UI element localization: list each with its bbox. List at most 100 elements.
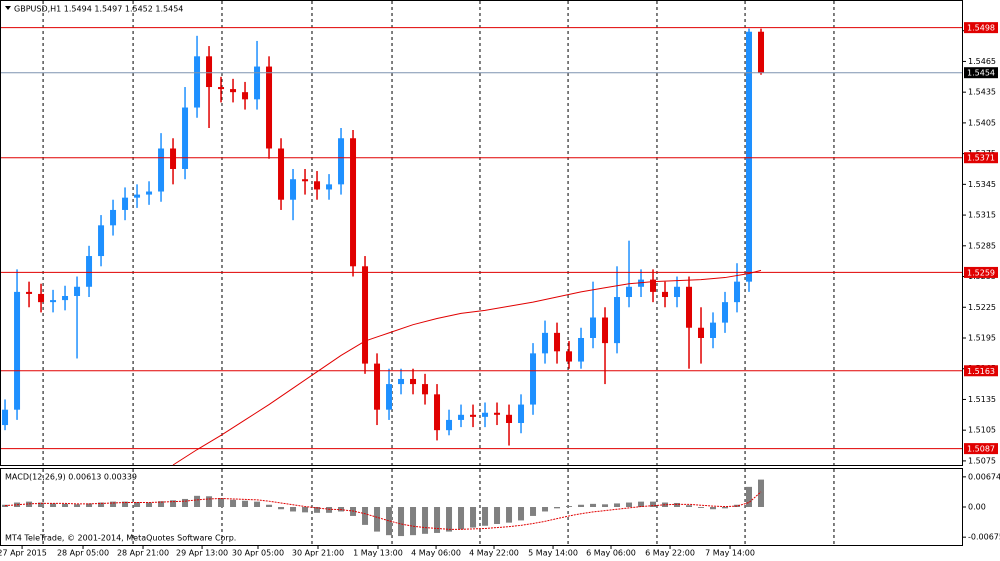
y-tick-label: 0.00: [968, 503, 986, 512]
candle-body: [446, 419, 453, 431]
macd-bar: [494, 507, 501, 524]
x-tick-label: 27 Apr 2015: [0, 549, 47, 558]
candle-body: [254, 66, 261, 100]
candle-body: [86, 256, 93, 287]
candle-body: [638, 279, 645, 287]
candle-body: [326, 184, 333, 190]
candle-body: [314, 181, 321, 190]
macd-bar: [602, 504, 609, 507]
candle-body: [206, 56, 213, 88]
price-level-box: [964, 365, 998, 377]
candle-body: [554, 332, 561, 352]
y-tick-label: 0.00674: [968, 472, 1000, 481]
macd-bar: [650, 501, 657, 507]
candle-body: [362, 266, 369, 364]
macd-bar: [710, 507, 717, 510]
candle-body: [398, 378, 405, 385]
macd-bar: [314, 507, 321, 513]
macd-bar: [38, 502, 45, 507]
macd-bar: [230, 499, 237, 507]
chart-title: GBPUSD,H1 1.5494 1.5497 1.5452 1.5454: [14, 5, 183, 14]
candle-body: [122, 197, 129, 210]
price-level-label: 1.5498: [967, 24, 995, 33]
candle-body: [746, 31, 753, 282]
candle-body: [50, 300, 57, 303]
macd-bar: [326, 507, 333, 513]
y-tick-label: 1.5195: [968, 333, 996, 342]
candle-body: [2, 409, 9, 426]
macd-bar: [134, 502, 141, 507]
macd-bar: [266, 504, 273, 507]
y-tick-label: 1.5285: [968, 241, 996, 250]
macd-bar: [578, 504, 585, 507]
macd-bar: [110, 501, 117, 507]
macd-bar: [362, 507, 369, 525]
macd-bar: [674, 502, 681, 507]
candle-body: [482, 412, 489, 417]
candle-body: [686, 286, 693, 328]
candle-body: [338, 138, 345, 185]
candle-body: [386, 384, 393, 410]
price-level-box: [964, 266, 998, 278]
candle-body: [26, 291, 33, 294]
candle-body: [626, 286, 633, 298]
candle-body: [98, 225, 105, 257]
macd-title: MACD(12,26,9) 0.00613 0.00339: [5, 473, 137, 482]
y-tick-label: 1.5105: [968, 426, 996, 435]
candle-body: [530, 353, 537, 405]
macd-bar: [398, 507, 405, 537]
y-tick-label: 1.5465: [968, 57, 996, 66]
macd-bar: [614, 503, 621, 507]
candle-body: [434, 394, 441, 431]
candle-body: [278, 148, 285, 200]
y-tick-label: 1.5405: [968, 118, 996, 127]
price-level-label: 1.5454: [967, 69, 995, 78]
macd-bar: [590, 503, 597, 507]
candle-body: [698, 327, 705, 338]
x-tick-label: 6 May 22:00: [645, 549, 695, 558]
macd-bar: [458, 507, 465, 530]
candle-body: [566, 351, 573, 362]
macd-bar: [218, 498, 225, 507]
candle-body: [458, 414, 465, 420]
x-tick-label: 30 Apr 21:00: [292, 549, 344, 558]
y-tick-label: 1.5345: [968, 180, 996, 189]
copyright: MT4 TeleTrade, © 2001-2014, MetaQuotes S…: [5, 534, 236, 543]
price-level-box: [964, 443, 998, 455]
macd-bar: [182, 498, 189, 507]
macd-bar: [566, 506, 573, 507]
candle-body: [110, 209, 117, 226]
candle-body: [650, 279, 657, 292]
price-level-label: 1.5259: [967, 268, 995, 277]
macd-bar: [2, 504, 9, 507]
macd-bar: [722, 507, 729, 509]
candle-body: [614, 297, 621, 344]
macd-bar: [434, 507, 441, 533]
candle-body: [470, 414, 477, 417]
menu-triangle[interactable]: [5, 6, 11, 10]
macd-bar: [482, 507, 489, 526]
macd-bar: [62, 503, 69, 507]
candle-body: [734, 281, 741, 303]
x-tick-label: 30 Apr 05:00: [232, 549, 284, 558]
candle-body: [218, 87, 225, 90]
macd-bar: [254, 501, 261, 507]
candle-body: [62, 295, 69, 301]
y-tick-label: 1.5315: [968, 211, 996, 220]
x-tick-label: 28 Apr 21:00: [117, 549, 169, 558]
macd-bar: [158, 501, 165, 507]
candle-body: [590, 317, 597, 338]
candle-body: [758, 31, 765, 73]
macd-bar: [410, 507, 417, 536]
signal-line: [5, 491, 762, 530]
candle-body: [350, 138, 357, 267]
macd-bar: [506, 507, 513, 523]
macd-bar: [302, 507, 309, 513]
y-tick-label: 1.5435: [968, 88, 996, 97]
price-level-label: 1.5087: [967, 445, 995, 454]
macd-bar: [746, 486, 753, 507]
candle-body: [266, 66, 273, 149]
price-level-label: 1.5163: [967, 367, 995, 376]
y-tick-label: 1.5225: [968, 303, 996, 312]
